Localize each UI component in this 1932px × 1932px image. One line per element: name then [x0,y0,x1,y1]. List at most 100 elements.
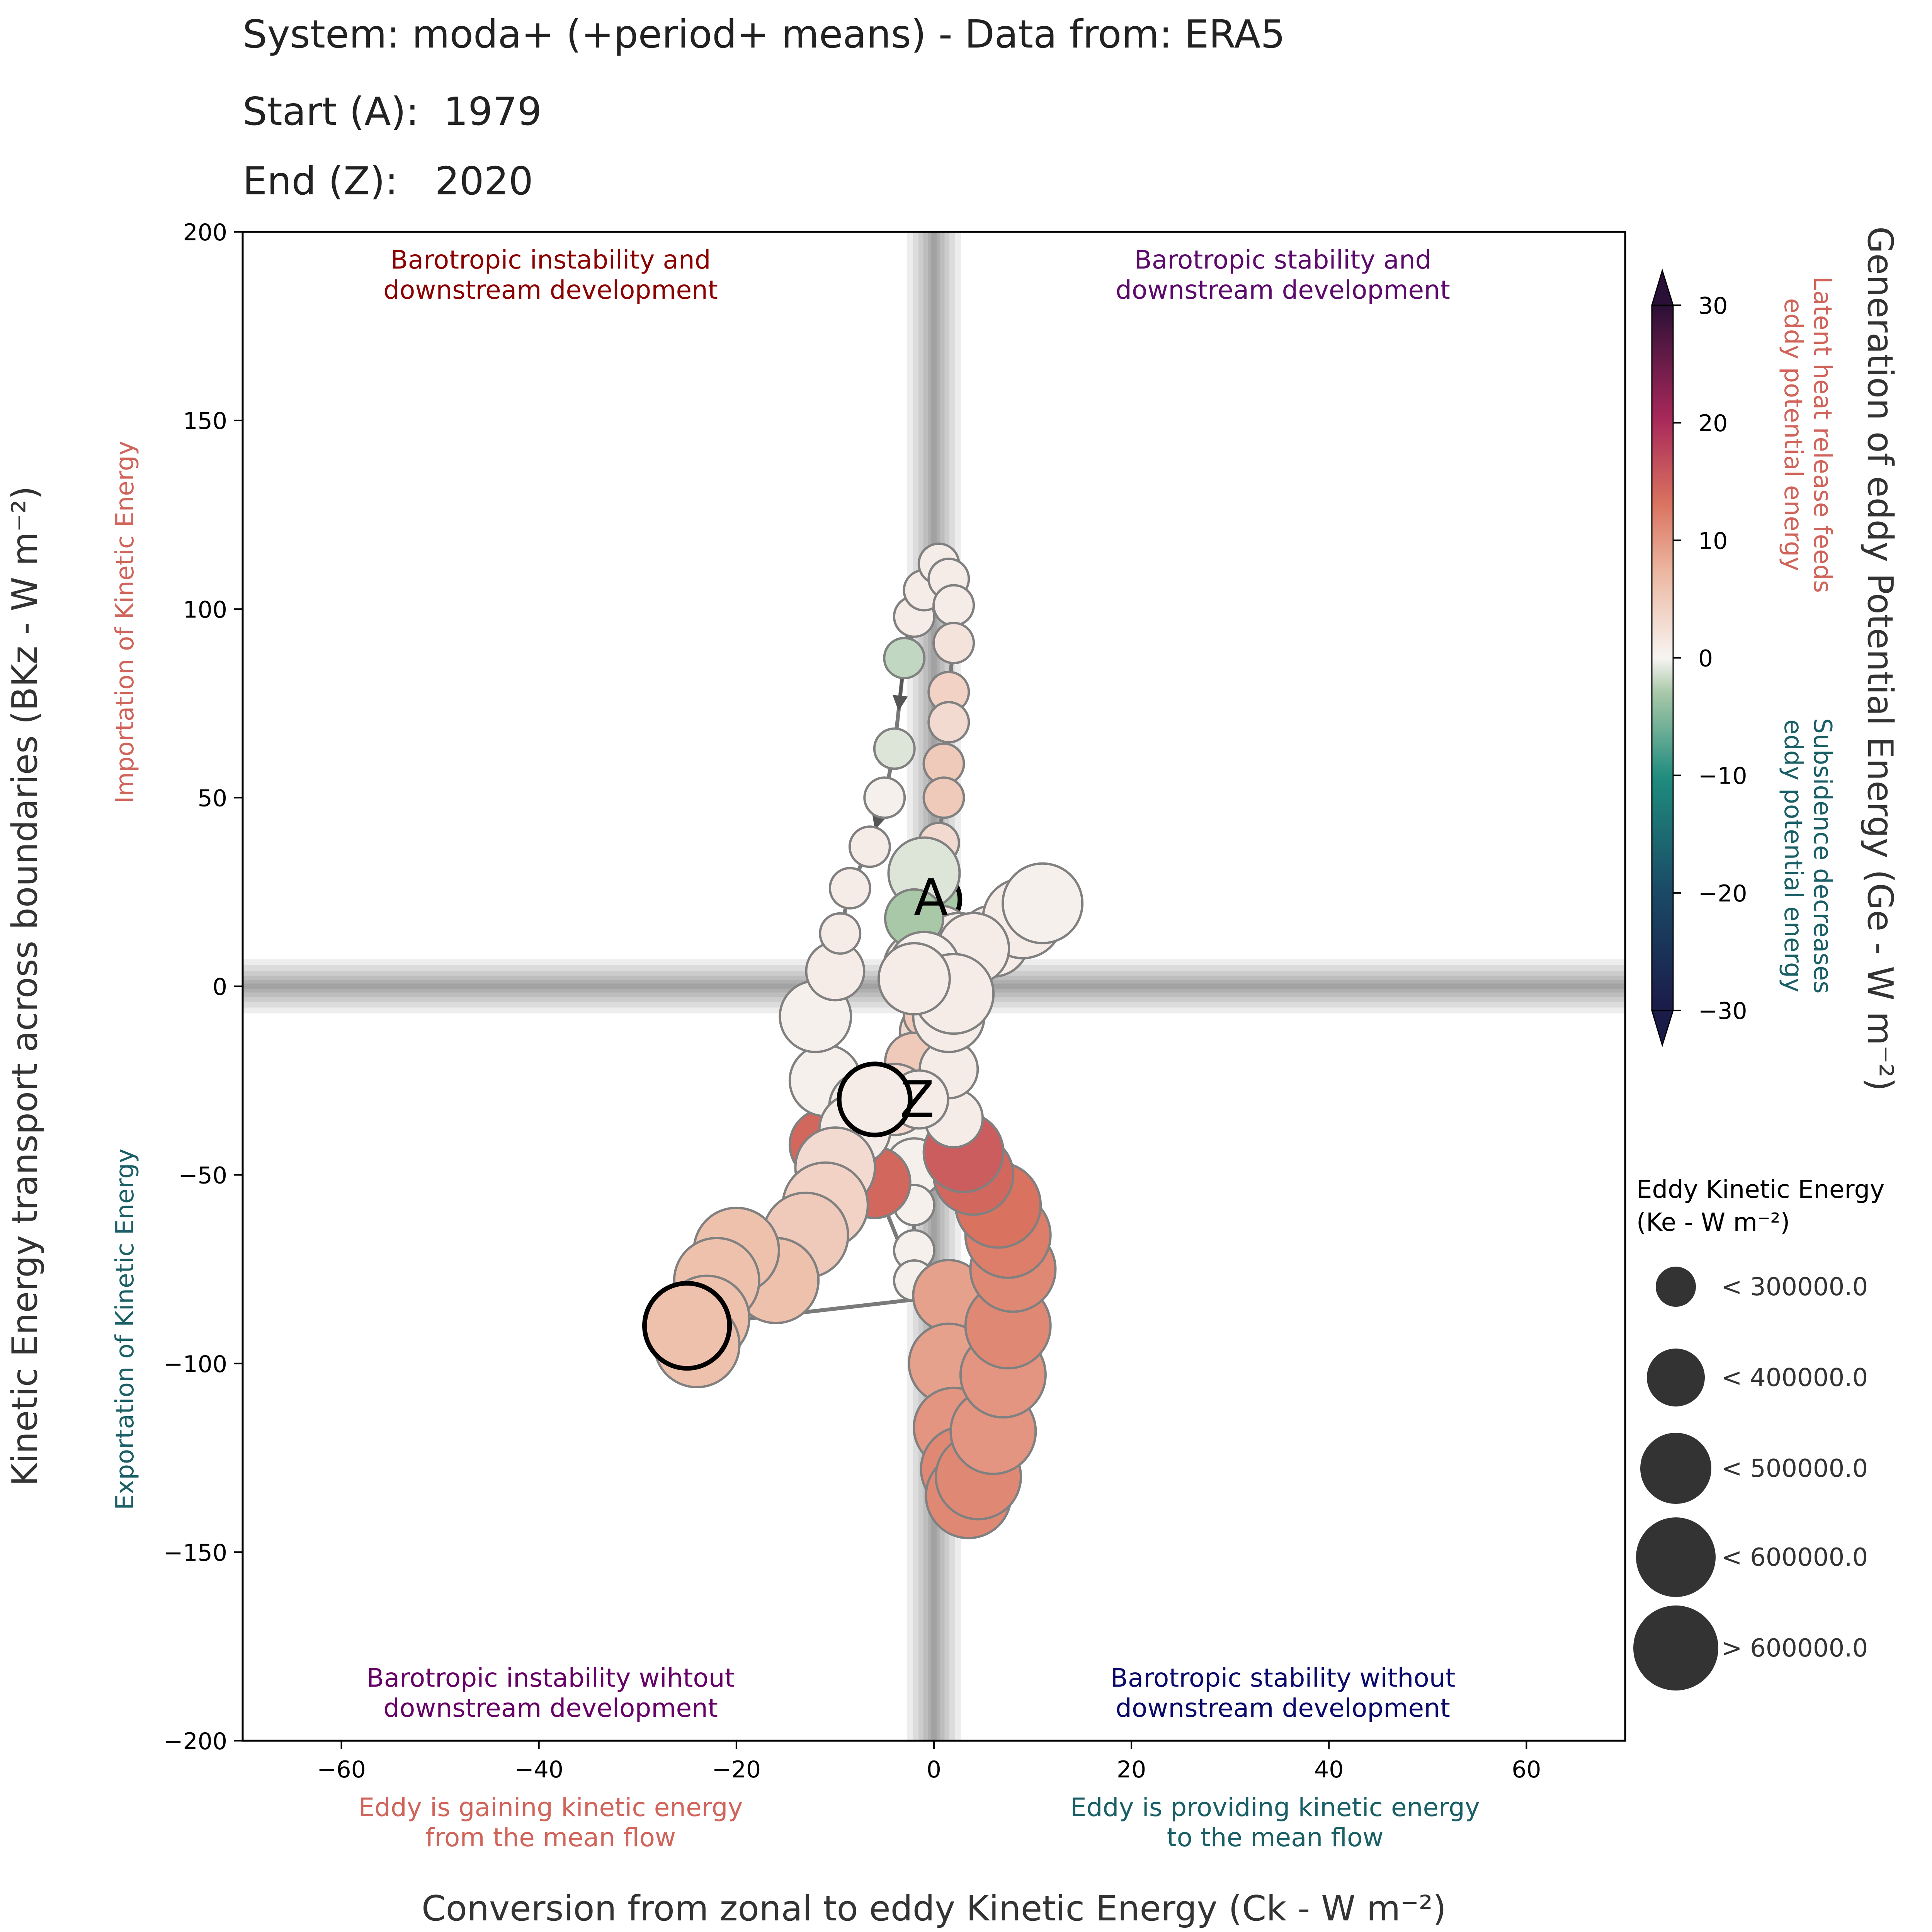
size-legend-label: < 500000.0 [1721,1454,1868,1483]
size-legend-label: > 600000.0 [1721,1634,1868,1663]
quadrant-labels: Barotropic instability and downstream dev… [366,245,1455,1723]
colorbar-bar [1651,304,1674,1011]
colorbar-note-upper-line: Latent heat release feeds [1808,277,1837,593]
data-point [873,727,916,770]
colorbar-extend-max [1651,268,1674,306]
data-points [642,543,1084,1539]
end-label: End (Z): [243,158,398,204]
colorbar-note-lower: Subsidence decreaseseddy potential energ… [1779,718,1837,993]
quadrant-label-line: downstream development [383,1693,718,1723]
size-legend-marker [1656,1267,1696,1307]
colorbar: 30 20 10 0 −10 −20 −30 Latent heat release fee… [1651,226,1900,1091]
size-legend-label: < 600000.0 [1721,1543,1868,1572]
quadrant-label: Barotropic instability and downstream dev… [383,245,718,305]
colorbar-tick-label: −30 [1698,998,1747,1025]
size-legend-marker [1647,1349,1705,1406]
colorbar-tick-label: −10 [1698,763,1747,790]
y-tick-label: −200 [163,1728,227,1755]
end-line: End (Z): 2020 [243,158,533,204]
quadrant-label: Barotropic instability wihtout downstream… [366,1663,735,1723]
x-axis-label: Conversion from zonal to eddy Kinetic En… [422,1888,1446,1929]
colorbar-tick-label: −20 [1698,880,1747,907]
x-side-label-left-line: Eddy is gaining kinetic energy [358,1793,743,1822]
size-legend-units: (Ke - W m⁻²) [1636,1208,1790,1237]
colorbar-note-upper: Latent heat release feedseddy potential … [1779,277,1837,593]
data-point [1002,862,1084,944]
y-side-label-top: Importation of Kinetic Energy [111,441,139,804]
quadrant-label-line: downstream development [383,275,718,305]
colorbar-extend-min [1651,1010,1674,1048]
y-tick-label: −100 [163,1351,227,1378]
y-tick-label: 200 [183,219,227,246]
start-value: 1979 [443,89,542,134]
size-legend: Eddy Kinetic Energy (Ke - W m⁻²) < 30000… [1633,1175,1884,1690]
x-side-label-left-line: from the mean flow [425,1823,676,1852]
quadrant-label-line: Barotropic instability and [390,245,711,275]
quadrant-label-line: Barotropic stability and [1134,245,1432,275]
colorbar-tick-label: 20 [1698,410,1728,437]
data-point [819,912,862,955]
start-line: Start (A): 1979 [243,89,542,134]
data-point [922,776,965,819]
data-point [883,637,926,680]
y-axis-label: Kinetic Energy transport across boundari… [5,486,45,1486]
end-value: 2020 [435,158,533,204]
y-axis: −200 −150 −100 −50 0 50 100 150 200 [163,219,243,1755]
data-point [932,622,975,665]
size-legend-label: < 400000.0 [1721,1364,1868,1392]
size-legend-marker [1640,1433,1711,1504]
size-legend-title: Eddy Kinetic Energy [1636,1175,1884,1204]
start-marker-label: A [914,868,948,927]
x-axis: −60 −40 −20 0 20 40 60 [317,1741,1541,1783]
colorbar-tick-label: 10 [1698,527,1728,554]
y-tick-label: 50 [198,785,227,812]
colorbar-notes: Latent heat release feedseddy potential … [1779,277,1837,994]
y-tick-label: −50 [178,1162,227,1189]
data-point [932,584,975,627]
start-label: Start (A): [243,89,419,134]
colorbar-tick-label: 0 [1698,645,1713,672]
quadrant-label-line: Barotropic stability without [1111,1663,1456,1693]
quadrant-label: Barotropic stability and downstream devel… [1116,245,1450,305]
chart-title: System: moda+ (+period+ means) - Data fr… [243,12,1285,57]
data-point [828,867,871,910]
x-tick-label: 40 [1314,1756,1344,1783]
x-side-label-right: Eddy is providing kinetic energy to the m… [1070,1793,1480,1852]
quadrant-label: Barotropic stability without downstream d… [1111,1663,1456,1723]
x-tick-label: −20 [712,1756,761,1783]
y-tick-label: 150 [183,408,227,435]
data-point [848,825,891,868]
colorbar-tick-label: 30 [1698,293,1728,320]
x-side-label-right-line: Eddy is providing kinetic energy [1070,1793,1480,1822]
start-end-markers: AZ [900,868,948,1129]
data-point [642,1281,732,1371]
data-point [927,701,970,744]
y-tick-label: 0 [213,974,227,1001]
end-marker-label: Z [900,1070,934,1129]
data-point [837,1061,913,1138]
colorbar-ticks: 30 20 10 0 −10 −20 −30 [1673,293,1747,1025]
quadrant-label-line: downstream development [1116,275,1450,305]
x-side-label-left: Eddy is gaining kinetic energy from the m… [358,1793,743,1852]
y-tick-label: 100 [183,596,227,623]
x-tick-label: 60 [1512,1756,1541,1783]
colorbar-note-upper-line: eddy potential energy [1779,298,1807,571]
y-tick-label: −150 [163,1539,227,1566]
size-legend-label: < 300000.0 [1721,1273,1868,1301]
quadrant-label-line: downstream development [1116,1693,1450,1723]
colorbar-label: Generation of eddy Potential Energy (Ge … [1860,226,1900,1091]
x-tick-label: −60 [317,1756,366,1783]
x-tick-label: 0 [927,1756,941,1783]
x-tick-label: −40 [514,1756,563,1783]
colorbar-note-lower-line: eddy potential energy [1779,719,1807,993]
y-side-label-bottom: Exportation of Kinetic Energy [111,1148,139,1510]
x-side-label-right-line: to the mean flow [1167,1823,1384,1852]
data-point [863,776,906,819]
x-tick-label: 20 [1117,1756,1146,1783]
colorbar-note-lower-line: Subsidence decreases [1808,718,1837,993]
data-point [877,942,951,1015]
size-legend-marker [1633,1605,1718,1690]
quadrant-label-line: Barotropic instability wihtout [366,1663,735,1693]
side-labels: Eddy is gaining kinetic energy from the m… [111,441,1480,1852]
